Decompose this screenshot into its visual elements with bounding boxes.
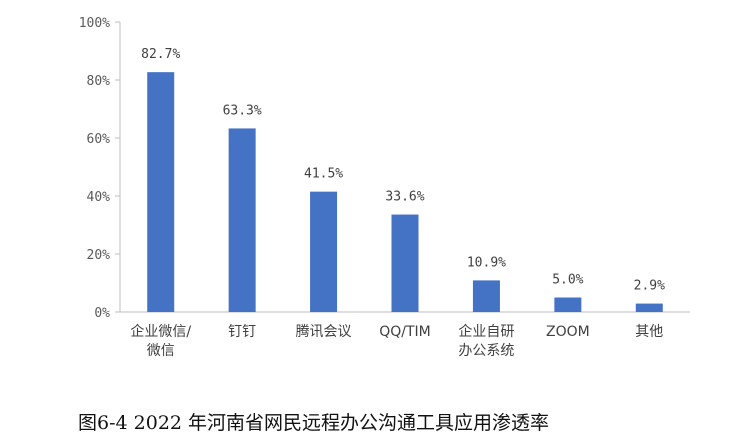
data-labels: 82.7% 63.3% 41.5% 33.6% 10.9% 5.0% 2.9% <box>141 47 665 293</box>
data-label: 10.9% <box>467 255 506 270</box>
bar-chart: 0% 20% 40% 60% 80% 100% 82.7% 63.3% 41.5% 33.6% 1… <box>79 16 690 359</box>
category-label: 其他 <box>635 324 663 340</box>
figure-caption: 图6-4 2022 年河南省网民远程办公沟通工具应用渗透率 <box>78 412 550 434</box>
category-label: ZOOM <box>546 324 590 340</box>
y-tick-label: 60% <box>87 132 111 147</box>
bar <box>228 128 256 312</box>
data-label: 2.9% <box>634 279 665 294</box>
y-axis-ticks: 0% 20% 40% 60% 80% 100% <box>79 16 120 321</box>
bar <box>310 191 338 312</box>
bar <box>554 297 582 312</box>
category-label: 钉钉 <box>228 324 256 340</box>
y-tick-label: 80% <box>87 74 111 89</box>
y-tick-label: 40% <box>87 190 111 205</box>
category-label: 企业自研办公系统 <box>458 323 514 359</box>
y-tick-label: 20% <box>87 248 111 263</box>
data-label: 63.3% <box>223 103 262 118</box>
bar <box>472 280 500 312</box>
bar <box>391 214 419 312</box>
category-label: 企业微信/微信 <box>130 323 191 359</box>
y-tick-label: 100% <box>79 16 110 31</box>
bar <box>635 303 663 312</box>
data-label: 41.5% <box>304 167 343 182</box>
bar-series <box>147 72 663 312</box>
y-tick-label: 0% <box>94 306 110 321</box>
category-label: QQ/TIM <box>379 324 431 340</box>
data-label: 33.6% <box>385 190 424 205</box>
category-label: 腾讯会议 <box>296 323 352 340</box>
bar <box>147 72 175 312</box>
data-label: 5.0% <box>552 273 583 288</box>
data-label: 82.7% <box>141 47 180 62</box>
category-labels: 企业微信/微信 钉钉 腾讯会议 QQ/TIM 企业自研办公系统 ZOOM 其他 <box>130 323 663 359</box>
